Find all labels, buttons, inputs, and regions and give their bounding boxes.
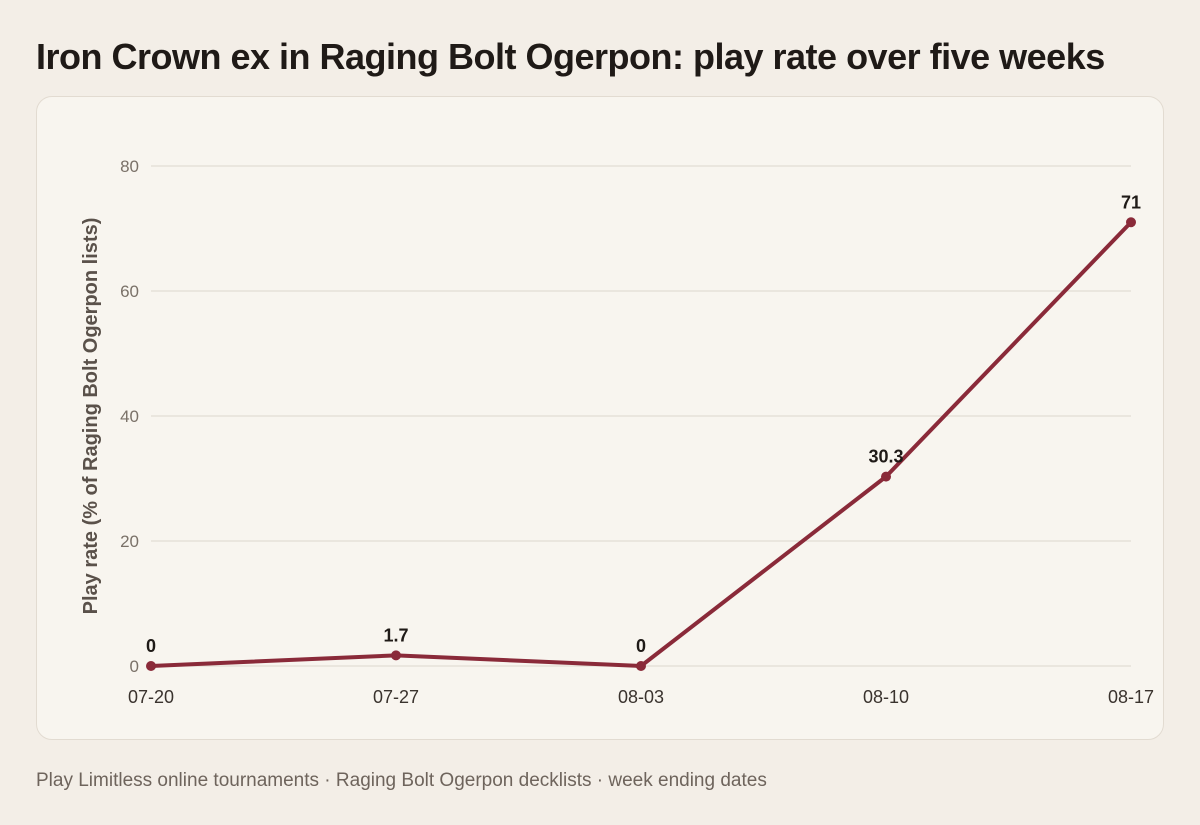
data-label: 0 <box>146 636 156 656</box>
data-point <box>881 471 891 482</box>
line-chart: 0 20 40 60 80 07-20 07-27 08-03 08-10 08-17 Play… <box>80 157 1154 707</box>
x-axis-ticks: 07-20 07-27 08-03 08-10 08-17 <box>128 687 1154 707</box>
data-label: 1.7 <box>383 625 408 645</box>
data-label: 0 <box>636 636 646 656</box>
x-tick-label: 08-10 <box>863 687 909 707</box>
data-point <box>1126 217 1136 228</box>
x-tick-label: 07-27 <box>373 687 419 707</box>
x-tick-label: 08-17 <box>1108 687 1154 707</box>
data-point <box>146 661 156 671</box>
data-point <box>636 661 646 671</box>
data-label: 71 <box>1121 192 1141 212</box>
y-tick-label: 60 <box>120 282 139 301</box>
series-line <box>149 220 1133 668</box>
data-label: 30.3 <box>868 447 903 467</box>
y-tick-label: 0 <box>130 657 139 676</box>
data-point <box>391 650 401 661</box>
x-tick-label: 08-03 <box>618 687 664 707</box>
y-axis-label: Play rate (% of Raging Bolt Ogerpon list… <box>80 218 102 615</box>
gridlines <box>151 165 1131 667</box>
y-tick-label: 80 <box>120 157 139 176</box>
chart-card: 0 20 40 60 80 07-20 07-27 08-03 08-10 08-17 Play… <box>36 96 1164 740</box>
source-footnote: Play Limitless online tournaments · Ragi… <box>36 770 767 791</box>
y-axis-ticks: 0 20 40 60 80 <box>120 157 139 676</box>
data-labels: 0 1.7 0 30.3 71 <box>146 192 1141 656</box>
data-points <box>146 217 1136 671</box>
y-tick-label: 40 <box>120 407 139 426</box>
chart-title: Iron Crown ex in Raging Bolt Ogerpon: pl… <box>36 36 1105 77</box>
x-tick-label: 07-20 <box>128 687 174 707</box>
y-tick-label: 20 <box>120 532 139 551</box>
